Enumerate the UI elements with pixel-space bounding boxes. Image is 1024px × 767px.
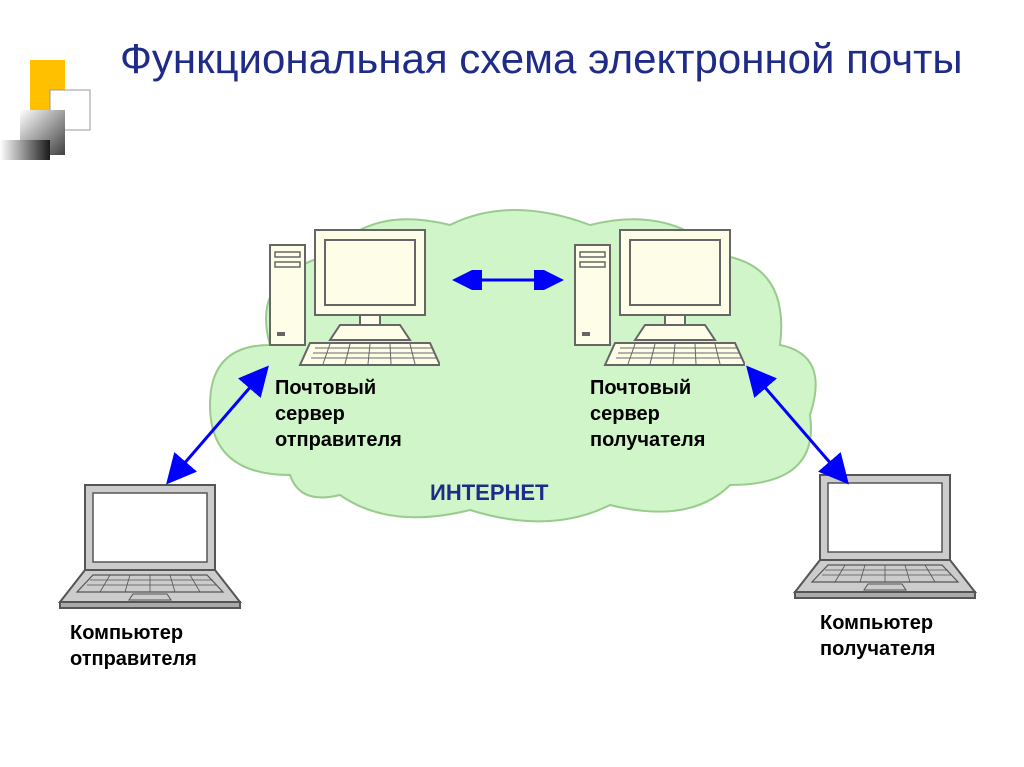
diagram: ИНТЕРНЕТ Почтовый сервер о — [0, 180, 1024, 740]
server-sender — [265, 220, 440, 375]
computer-sender-label: Компьютер отправителя — [70, 620, 197, 672]
label-text: Почтовый сервер получателя — [590, 377, 705, 451]
label-text: Компьютер получателя — [820, 612, 935, 660]
arrow-sender — [155, 355, 285, 500]
arrow-receiver — [735, 355, 865, 500]
internet-label: ИНТЕРНЕТ — [430, 480, 549, 506]
server-sender-label: Почтовый сервер отправителя — [275, 375, 402, 453]
server-receiver — [570, 220, 745, 375]
server-receiver-label: Почтовый сервер получателя — [590, 375, 705, 453]
slide-decoration — [0, 40, 110, 180]
slide-title: Функциональная схема электронной почты — [120, 35, 963, 83]
label-text: Почтовый сервер отправителя — [275, 377, 402, 451]
label-text: Компьютер отправителя — [70, 622, 197, 670]
computer-sender — [55, 480, 245, 615]
computer-receiver-label: Компьютер получателя — [820, 610, 935, 662]
arrow-servers — [448, 270, 568, 295]
